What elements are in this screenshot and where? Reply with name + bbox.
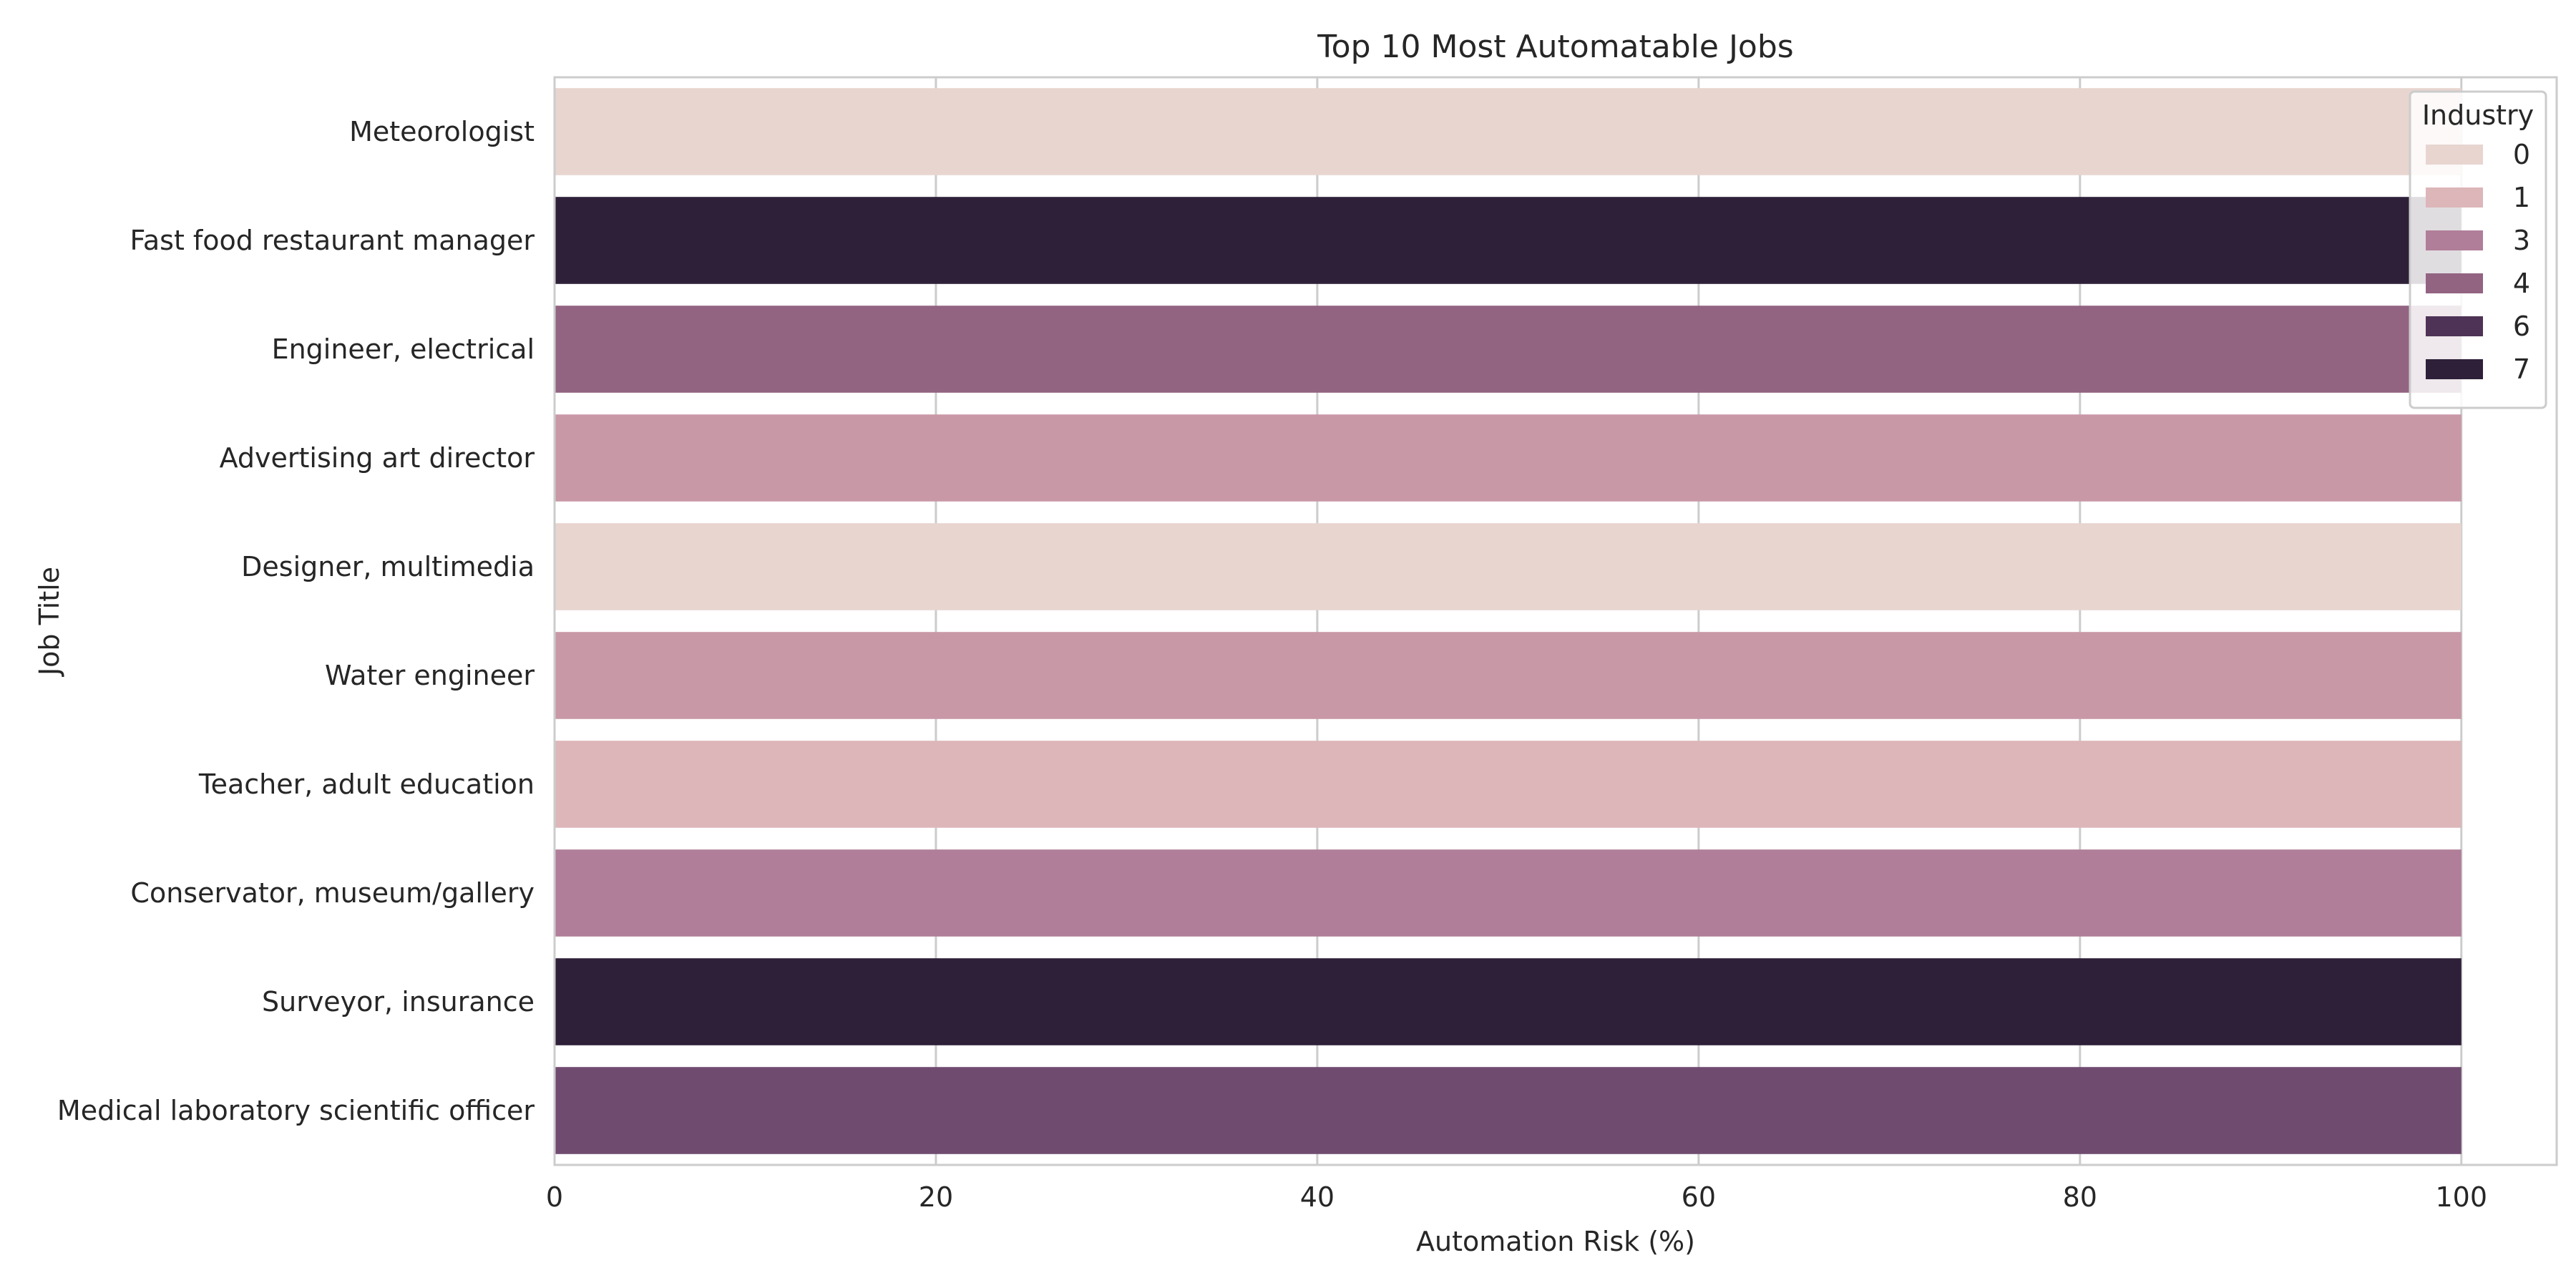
x-tick-label: 40 xyxy=(1300,1181,1335,1213)
bar xyxy=(555,1067,2462,1154)
y-tick-label: Teacher, adult education xyxy=(198,769,535,800)
legend-swatch xyxy=(2426,273,2483,293)
legend-label: 6 xyxy=(2513,311,2530,342)
y-tick-label: Surveyor, insurance xyxy=(262,986,535,1018)
plot-frame xyxy=(553,76,2558,1166)
bar xyxy=(555,197,2462,284)
bar xyxy=(555,849,2462,937)
x-tick-label: 100 xyxy=(2435,1181,2487,1213)
legend-swatch xyxy=(2426,359,2483,379)
bar xyxy=(555,523,2462,610)
y-tick-label: Engineer, electrical xyxy=(272,333,535,365)
x-tick-label: 80 xyxy=(2063,1181,2097,1213)
y-tick-label: Advertising art director xyxy=(220,442,535,474)
y-axis-ticks: Meteorologist Fast food restaurant manage… xyxy=(57,116,535,1126)
y-axis-label: Job Title xyxy=(34,567,65,677)
legend-swatch xyxy=(2426,187,2483,208)
bar xyxy=(555,414,2462,502)
x-tick-label: 20 xyxy=(919,1181,953,1213)
y-tick-label: Meteorologist xyxy=(349,116,535,147)
legend-label: 1 xyxy=(2513,182,2530,213)
bars xyxy=(555,88,2462,1154)
bar xyxy=(555,632,2462,719)
y-tick-label: Fast food restaurant manager xyxy=(130,225,535,256)
bar xyxy=(555,88,2462,175)
legend-label: 0 xyxy=(2513,139,2530,170)
bar xyxy=(555,306,2462,393)
legend-label: 4 xyxy=(2513,268,2530,299)
x-axis-ticks: 0 20 40 60 80 100 xyxy=(546,1181,2487,1213)
legend-items: 0 1 3 4 6 7 xyxy=(2426,139,2530,385)
legend: Industry 0 1 3 4 6 7 xyxy=(2409,90,2547,409)
y-tick-label: Designer, multimedia xyxy=(241,551,535,582)
legend-title: Industry xyxy=(2422,99,2534,131)
x-tick-label: 60 xyxy=(1682,1181,1716,1213)
x-tick-label: 0 xyxy=(546,1181,563,1213)
chart-title: Top 10 Most Automatable Jobs xyxy=(1317,29,1793,65)
x-axis-label: Automation Risk (%) xyxy=(1416,1226,1695,1257)
legend-label: 7 xyxy=(2513,353,2530,385)
y-tick-label: Water engineer xyxy=(325,660,535,691)
bar xyxy=(555,958,2462,1045)
legend-swatch xyxy=(2426,145,2483,165)
legend-swatch xyxy=(2426,230,2483,250)
y-tick-label: Conservator, museum/gallery xyxy=(130,877,535,909)
legend-swatch xyxy=(2426,316,2483,336)
y-tick-label: Medical laboratory scientific officer xyxy=(57,1095,535,1126)
bar xyxy=(555,741,2462,828)
legend-label: 3 xyxy=(2513,225,2530,256)
